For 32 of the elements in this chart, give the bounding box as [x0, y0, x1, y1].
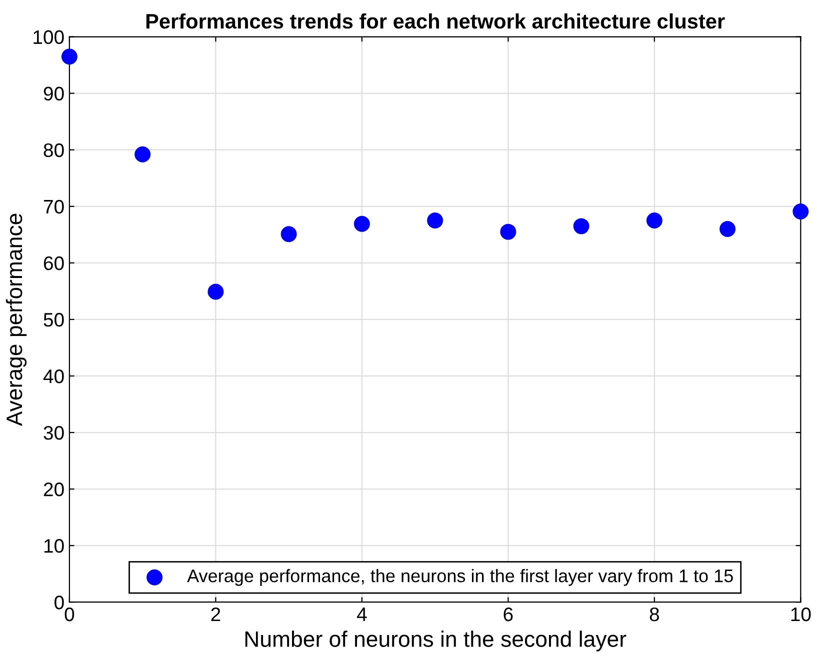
- x-tick-label: 0: [64, 607, 74, 622]
- y-tick-label: 30: [44, 426, 64, 440]
- y-tick-label: 50: [44, 312, 64, 327]
- y-tick-label: 60: [44, 256, 64, 270]
- point: [354, 216, 370, 232]
- y-tick-label: 80: [44, 143, 64, 158]
- point: [134, 146, 151, 162]
- y-tick-label: 100: [34, 30, 64, 44]
- point: [280, 226, 297, 242]
- point: [208, 284, 224, 300]
- x-tick-label: 8: [650, 607, 659, 622]
- chart-title: Performances trends for each network architecture cluster: [146, 13, 725, 29]
- x-tick-label: 4: [356, 608, 367, 622]
- y-tick-label: 70: [44, 200, 64, 214]
- y-tick-label: 40: [43, 369, 64, 384]
- point: [61, 48, 78, 65]
- point: [573, 218, 590, 234]
- point: [792, 203, 809, 220]
- point: [427, 212, 444, 228]
- y-tick-label: 0: [54, 596, 64, 610]
- point: [646, 212, 662, 228]
- y-tick-label: 20: [44, 482, 64, 496]
- y-tick-label: 90: [44, 86, 64, 101]
- y-axis-title: Average performance: [6, 214, 27, 426]
- point: [500, 224, 516, 240]
- y-tick-label: 10: [44, 539, 64, 553]
- point: [720, 221, 736, 237]
- x-tick-label: 10: [791, 607, 811, 622]
- x-tick-label: 6: [504, 607, 513, 622]
- x-axis-title: Number of neurons in the second layer: [245, 630, 626, 652]
- legend-label: Average performance, the neurons in the first layer vary from 1 to 15: [187, 569, 733, 586]
- x-tick-label: 2: [211, 607, 220, 622]
